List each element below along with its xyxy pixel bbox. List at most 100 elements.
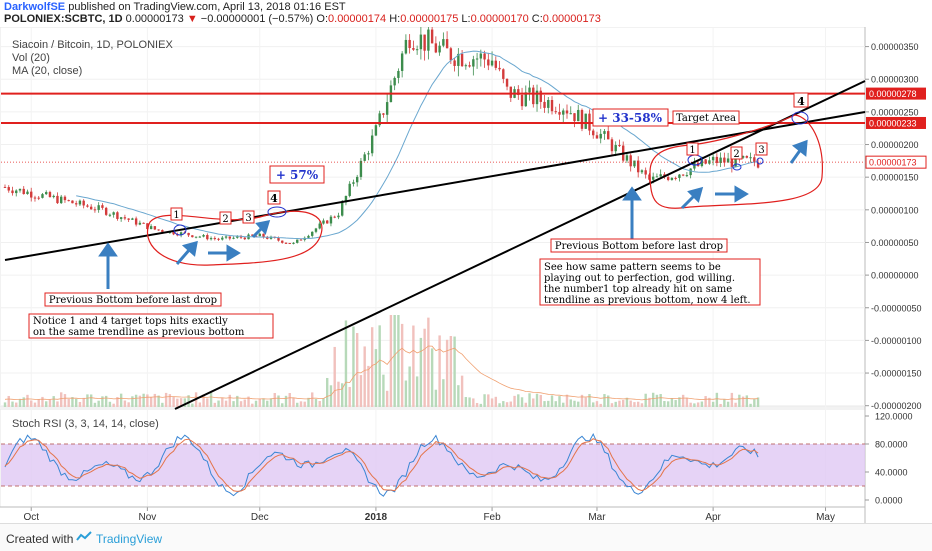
low-label: L:	[461, 13, 471, 25]
candle-body	[640, 170, 644, 173]
volume-bar	[281, 403, 284, 407]
volume-bar	[104, 395, 108, 407]
volume-bar	[378, 325, 381, 407]
candle-body	[554, 111, 557, 113]
volume-bar	[400, 323, 404, 407]
candle-body	[636, 160, 640, 173]
time-axis[interactable]: Oct Nov Dec 2018 Feb Mar Apr May	[0, 506, 865, 523]
close-label: C:	[531, 13, 543, 25]
tradingview-logo-icon	[76, 531, 92, 541]
candle-body	[460, 53, 464, 67]
volume-bar	[449, 335, 453, 407]
volume-bar	[89, 394, 93, 407]
candle-body	[378, 113, 381, 126]
volume-bar	[232, 401, 235, 407]
candle-body	[745, 156, 749, 158]
candle-body	[681, 174, 685, 176]
candle-body	[700, 159, 704, 167]
volume-bar	[442, 379, 445, 407]
volume-bar	[610, 403, 614, 407]
price-tick-label: -0.00000050	[871, 303, 922, 313]
change-arrow-icon: ▼	[186, 13, 198, 25]
rsi-axis[interactable]: 120.0000 80.0000 40.0000 0.0000	[865, 412, 913, 506]
candle-body	[299, 239, 303, 241]
volume-bar	[277, 395, 280, 407]
rsi-d-line	[4, 438, 759, 492]
price-tick-label: 0.00000150	[871, 173, 919, 183]
candle-body	[479, 53, 483, 59]
marker-left-2: 2	[219, 211, 232, 225]
volume-bar	[123, 400, 127, 407]
time-tick-label: Dec	[251, 512, 269, 523]
svg-text:playing out to perfection, god: playing out to perfection, god willing.	[544, 273, 735, 284]
candle-body	[194, 236, 198, 238]
volume-bar	[179, 398, 183, 407]
candle-body	[595, 135, 599, 139]
volume-bar	[251, 403, 254, 407]
volume-bar	[704, 396, 707, 407]
low-value: 0.00000170	[470, 13, 529, 25]
candle-body	[221, 237, 224, 240]
volume-bar	[307, 397, 310, 407]
candle-body	[704, 159, 707, 164]
candle-body	[457, 53, 460, 66]
rsi-band	[1, 444, 865, 486]
price-axis[interactable]: 0.00000350 0.00000300 0.00000250 0.00000200…	[865, 42, 922, 411]
candle-body	[33, 197, 37, 199]
volume-bar	[730, 392, 734, 407]
candle-body	[119, 217, 123, 219]
candle-body	[498, 67, 501, 70]
volume-bar	[689, 402, 692, 407]
volume-bar	[228, 394, 231, 407]
candle-body	[423, 34, 426, 51]
candle-body	[550, 99, 554, 112]
candle-body	[318, 223, 321, 229]
left-top-1-circle	[173, 224, 187, 236]
candle-body	[427, 29, 430, 51]
candle-body	[146, 223, 149, 230]
candle-body	[314, 228, 318, 232]
main-pane[interactable]	[0, 27, 866, 408]
volume-bar	[322, 398, 325, 407]
volume-bar	[18, 398, 22, 407]
candle-body	[475, 58, 479, 60]
candle-body	[337, 215, 340, 218]
svg-text:trendline as previous bottom,: trendline as previous bottom, now 4 left…	[544, 295, 751, 306]
time-tick-label: Apr	[705, 512, 721, 523]
volume-bar	[636, 401, 640, 407]
volume-bar	[734, 402, 737, 407]
candle-body	[592, 130, 595, 136]
volume-bar	[48, 399, 52, 407]
candle-body	[172, 231, 175, 235]
candle-body	[251, 234, 254, 236]
tradingview-brand[interactable]: TradingView	[96, 532, 163, 546]
candle-body	[236, 236, 239, 238]
time-tick-label: Mar	[588, 512, 606, 523]
volume-bar	[299, 401, 303, 407]
volume-bar	[498, 403, 501, 407]
candle-body	[685, 175, 689, 177]
candle-body	[97, 205, 100, 210]
candle-body	[18, 188, 22, 191]
candle-body	[352, 182, 355, 184]
marker-right-1: 1	[686, 142, 699, 156]
volume-bar	[569, 399, 572, 407]
author-link[interactable]: DarkwolfSE	[4, 1, 66, 13]
volume-bar	[30, 400, 33, 407]
chart-canvas[interactable]: 0.00000278 0.00000233 0.00000173 1 2 3 4 1…	[0, 27, 932, 523]
candle-body	[535, 90, 539, 105]
candle-body	[127, 218, 130, 220]
candle-body	[224, 236, 228, 238]
volume-bar	[457, 385, 460, 407]
rsi-tick-label: 0.0000	[875, 496, 903, 506]
candle-body	[674, 177, 677, 179]
volume-bar	[67, 398, 70, 407]
volume-bar	[408, 366, 411, 407]
volume-bar	[101, 396, 104, 407]
candle-body	[89, 206, 93, 210]
candle-body	[262, 233, 265, 238]
volume-bar	[562, 402, 565, 407]
volume-bar	[221, 397, 224, 407]
volume-bar	[412, 325, 415, 407]
candle-body	[157, 229, 160, 231]
